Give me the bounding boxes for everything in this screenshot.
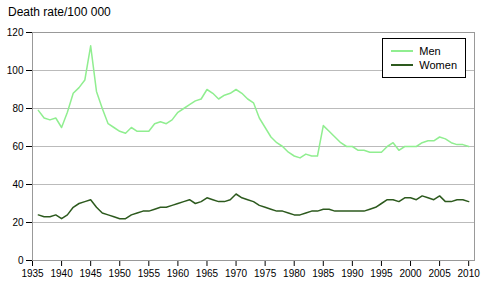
svg-text:1935: 1935 xyxy=(21,268,44,279)
svg-text:120: 120 xyxy=(7,27,24,38)
svg-text:1940: 1940 xyxy=(50,268,73,279)
svg-text:1950: 1950 xyxy=(109,268,132,279)
html-text:Men: Men xyxy=(419,45,441,57)
html-text:Women: Women xyxy=(419,59,457,71)
svg-text:1990: 1990 xyxy=(341,268,364,279)
svg-text:100: 100 xyxy=(7,65,24,76)
svg-text:80: 80 xyxy=(12,103,24,114)
svg-text:40: 40 xyxy=(12,179,24,190)
html-text:Death rate/100 000: Death rate/100 000 xyxy=(8,5,111,19)
svg-text:20: 20 xyxy=(12,217,24,228)
svg-text:1995: 1995 xyxy=(370,268,393,279)
svg-text:1975: 1975 xyxy=(254,268,277,279)
svg-text:1980: 1980 xyxy=(283,268,306,279)
svg-text:60: 60 xyxy=(12,141,24,152)
svg-text:0: 0 xyxy=(18,255,24,266)
svg-text:1985: 1985 xyxy=(312,268,335,279)
svg-text:1970: 1970 xyxy=(225,268,248,279)
svg-text:1945: 1945 xyxy=(80,268,103,279)
svg-text:2005: 2005 xyxy=(428,268,451,279)
svg-text:2000: 2000 xyxy=(399,268,422,279)
svg-text:1960: 1960 xyxy=(167,268,190,279)
svg-text:2010: 2010 xyxy=(458,268,481,279)
svg-text:1955: 1955 xyxy=(138,268,161,279)
svg-text:1965: 1965 xyxy=(196,268,219,279)
